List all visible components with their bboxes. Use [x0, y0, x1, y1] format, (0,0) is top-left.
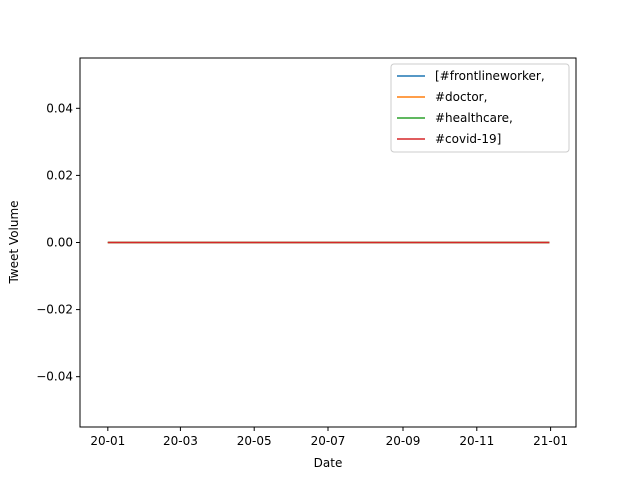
y-tick-label: −0.02 [36, 303, 73, 317]
legend-box [390, 63, 570, 153]
y-tick-label: 0.04 [46, 101, 73, 115]
legend: [#frontlineworker, #doctor, #healthcare, #c… [390, 63, 570, 153]
x-tick-label: 20-07 [311, 434, 346, 448]
x-tick-label: 20-01 [90, 434, 125, 448]
x-tick-label: 20-05 [237, 434, 272, 448]
legend-label: #doctor, [435, 90, 487, 104]
y-tick-label: −0.04 [36, 370, 73, 384]
x-tick-label: 20-03 [163, 434, 198, 448]
y-axis-label: Tweet Volume [7, 200, 21, 284]
legend-label: #covid-19] [435, 132, 501, 146]
legend-label: #healthcare, [435, 111, 513, 125]
legend-label: [#frontlineworker, [435, 69, 545, 83]
x-axis: 20-01 20-03 20-05 20-07 20-09 20-11 21-01 [90, 427, 568, 448]
x-tick-label: 21-01 [533, 434, 568, 448]
x-axis-label: Date [314, 456, 343, 470]
y-tick-label: 0.00 [46, 236, 73, 250]
y-tick-label: 0.02 [46, 168, 73, 182]
y-axis: 0.04 0.02 0.00 −0.02 −0.04 [36, 101, 80, 384]
x-tick-label: 20-09 [386, 434, 421, 448]
x-tick-label: 20-11 [459, 434, 494, 448]
